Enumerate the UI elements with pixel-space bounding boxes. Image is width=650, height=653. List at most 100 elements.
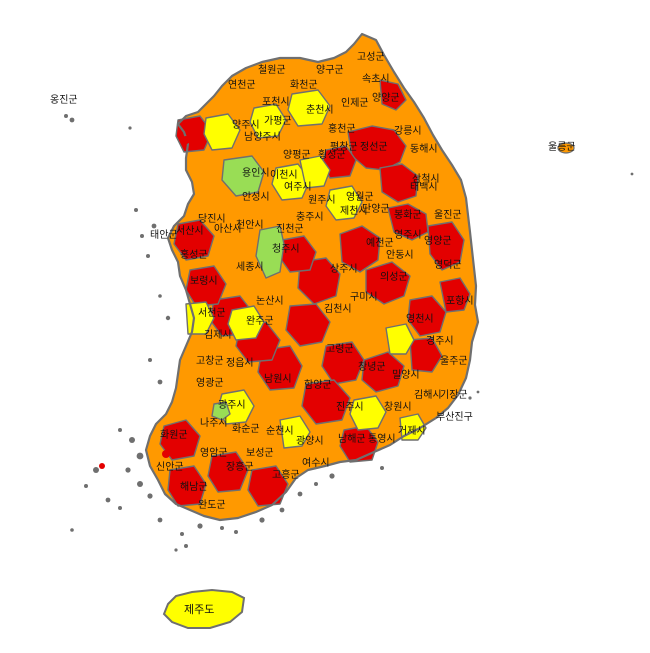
region-red-yeongyang xyxy=(427,221,465,271)
label-sinan: 신안군 xyxy=(156,461,184,473)
label-hamyang: 함양군 xyxy=(304,379,332,391)
label-miryang: 밀양시 xyxy=(392,369,420,381)
label-boryeong: 보령시 xyxy=(190,275,218,287)
region-yellow-jinju-south xyxy=(349,395,387,431)
label-hwawon: 화원군 xyxy=(160,429,188,441)
label-yangju: 양주시 xyxy=(232,119,260,131)
label-jeju: 제주도 xyxy=(184,603,214,616)
label-uljin: 울진군 xyxy=(434,209,462,221)
label-sangju: 상주시 xyxy=(330,263,358,275)
label-wando: 완도군 xyxy=(198,499,226,511)
label-namyangju: 남양주시 xyxy=(244,131,281,143)
label-ulju: 울주군 xyxy=(440,355,468,367)
label-gimcheon: 김천시 xyxy=(324,303,352,315)
label-namwon: 남원시 xyxy=(264,373,292,385)
region-red-yeongcheon xyxy=(409,337,443,373)
label-yangpyeong: 양평군 xyxy=(283,149,311,161)
label-sokcho: 속초시 xyxy=(362,73,390,85)
region-red-chungnam-west xyxy=(173,219,215,261)
label-gwangyang: 광양시 xyxy=(296,435,324,447)
region-red-gimcheon xyxy=(285,303,331,347)
label-pocheon: 포천시 xyxy=(262,96,290,108)
label-goryeong: 고령군 xyxy=(326,343,354,355)
label-yeongyang: 영양군 xyxy=(424,235,452,247)
label-tongyeong: 통영시 xyxy=(368,433,396,445)
region-yellow-jecheon xyxy=(325,185,363,221)
label-yecheon: 예천군 xyxy=(366,237,394,249)
island-clusters xyxy=(64,114,634,552)
label-hoengseong: 횡성군 xyxy=(318,149,346,161)
label-yeoju: 여주시 xyxy=(284,181,312,193)
region-yellow-yeoju xyxy=(299,155,331,189)
label-sejong: 세종시 xyxy=(236,261,264,273)
label-nonsan: 논산시 xyxy=(256,295,284,307)
label-haenam: 해남군 xyxy=(180,480,208,493)
region-yellow-gyeonggi-west xyxy=(203,113,241,151)
label-hongcheon: 홍천군 xyxy=(328,122,356,135)
label-yeongdeok: 영덕군 xyxy=(434,259,462,271)
yellow-regions xyxy=(185,89,427,449)
label-yeongju: 영주시 xyxy=(394,229,422,241)
label-chungju: 충주시 xyxy=(296,211,324,223)
label-yeongam: 영암군 xyxy=(200,447,228,459)
region-red-cheongsong xyxy=(407,295,447,337)
region-red-jeonnam-west xyxy=(159,419,201,461)
label-changnyeong: 창녕군 xyxy=(358,361,386,373)
label-danyang: 단양군 xyxy=(362,203,390,215)
label-gimhae: 김해시 xyxy=(414,388,442,401)
label-seosan: 서산시 xyxy=(176,225,204,237)
label-goseong-gw: 고성군 xyxy=(357,51,385,63)
label-inje: 인제군 xyxy=(341,97,369,109)
label-jincheon: 진천군 xyxy=(276,223,304,235)
label-ongjin: 옹진군 xyxy=(50,94,78,106)
label-gwangju: 광주시 xyxy=(218,399,246,411)
region-red-goseong xyxy=(379,79,407,111)
label-busanjin: 부산진구 xyxy=(436,411,473,423)
label-bonghwa: 봉화군 xyxy=(394,209,422,221)
region-yellow-wanju xyxy=(227,305,265,341)
label-geoje: 거제시 xyxy=(398,425,426,437)
label-cheongju: 청주시 xyxy=(272,243,300,255)
region-yellow-chuncheon xyxy=(287,89,331,127)
label-jeongeup: 정읍시 xyxy=(226,357,254,369)
label-yanggu: 양구군 xyxy=(316,64,344,76)
label-gapyeong: 가평군 xyxy=(264,115,292,127)
label-chuncheon: 춘천시 xyxy=(306,104,334,116)
label-dangjin: 당진시 xyxy=(198,213,226,225)
region-yellow-gapyeong xyxy=(249,103,287,139)
label-andong: 안동시 xyxy=(386,249,414,261)
label-jangheung: 장흥군 xyxy=(226,460,254,473)
label-uiseong: 의성군 xyxy=(380,271,408,283)
label-asan: 아산시 xyxy=(214,223,242,235)
region-red-jinju xyxy=(301,379,351,425)
coastline-outline xyxy=(144,32,480,522)
label-taebaek: 태백시 xyxy=(410,181,438,193)
region-red-uiseong xyxy=(365,261,411,305)
label-hwasun: 화순군 xyxy=(232,423,260,435)
region-labels: 옹진군 울릉군 철원군 양구군 고성군 연천군 화천군 속초시 인제군 양양군 … xyxy=(50,51,576,616)
region-red-jangheung xyxy=(207,451,249,493)
ulleung-island xyxy=(557,142,575,154)
label-pyeongchang: 평창군 xyxy=(330,141,358,153)
label-yeoncheon: 연천군 xyxy=(228,79,256,91)
label-yeosu: 여수시 xyxy=(302,457,330,469)
region-red-goheung xyxy=(247,465,289,507)
label-wanju: 완주군 xyxy=(246,315,274,327)
region-red-andong xyxy=(339,225,381,273)
label-pohang: 포항시 xyxy=(446,295,474,307)
label-changwon: 창원시 xyxy=(384,401,412,413)
label-goheung: 고흥군 xyxy=(272,468,300,481)
region-red-yeongdeok xyxy=(439,277,471,313)
label-gyeongju: 경주시 xyxy=(426,334,454,347)
label-wonju: 원주시 xyxy=(308,194,336,206)
region-yellow-icheon xyxy=(271,163,311,201)
label-taean: 태안군 xyxy=(150,229,178,241)
label-yeongwol: 영월군 xyxy=(346,191,374,203)
label-cheorwon: 철원군 xyxy=(258,64,286,76)
label-yeonggwang: 영광군 xyxy=(196,377,224,389)
region-red-jeongseon xyxy=(379,163,419,203)
region-green-cheongju xyxy=(255,225,285,279)
label-naju: 나주시 xyxy=(200,417,228,429)
region-red-changnyeong xyxy=(361,351,405,393)
